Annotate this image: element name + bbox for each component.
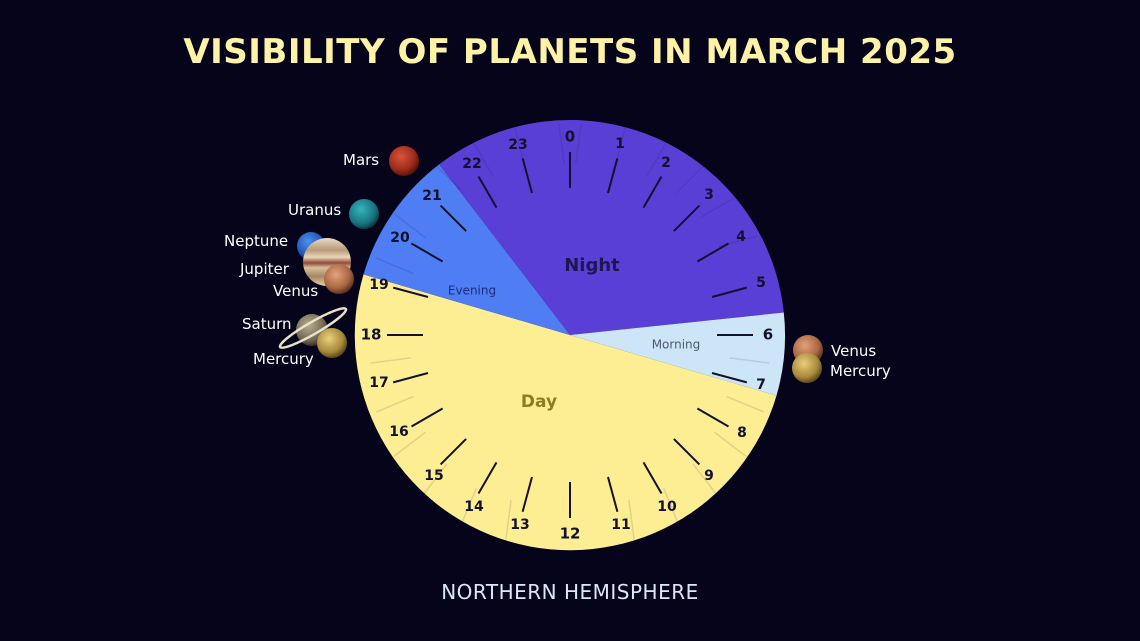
- hour-label-23: 23: [508, 137, 527, 153]
- sector-label-morning: Morning: [652, 338, 701, 352]
- sectors: [354, 119, 786, 551]
- hour-label-0: 0: [565, 128, 575, 146]
- hour-ticks: [387, 152, 753, 518]
- planet-label-uranus: Uranus: [288, 201, 342, 219]
- planet-label-neptune: Neptune: [224, 232, 289, 250]
- hour-label-10: 10: [657, 499, 677, 515]
- planet-label-venus-morning: Venus: [831, 342, 877, 360]
- sector-morning: [570, 312, 786, 396]
- hour-label-4: 4: [736, 229, 746, 245]
- sector-day: [354, 274, 777, 551]
- planet-label-saturn: Saturn: [242, 315, 292, 333]
- hour-label-13: 13: [510, 517, 529, 533]
- sector-night: [439, 119, 784, 335]
- hour-label-14: 14: [464, 499, 484, 515]
- sector-label-evening: Evening: [448, 284, 496, 298]
- hour-label-11: 11: [611, 517, 630, 533]
- mercury-evening-icon: [317, 328, 347, 358]
- planet-label-mercury-morning: Mercury: [830, 362, 891, 380]
- hour-label-5: 5: [756, 275, 766, 291]
- morning-planets: [792, 335, 823, 383]
- planet-label-mars: Mars: [343, 151, 380, 169]
- hour-label-8: 8: [737, 425, 747, 441]
- hour-label-6: 6: [763, 326, 773, 344]
- sector-label-night: Night: [564, 255, 620, 276]
- sector-label-day: Day: [521, 392, 557, 412]
- hour-label-3: 3: [704, 187, 714, 203]
- planet-label-mercury-evening: Mercury: [253, 350, 314, 368]
- mercury-morning-icon: [792, 353, 822, 383]
- hour-labels: 0 1 2 3 4 5 6 7 8 9 10 11 12 13 14 15 16…: [361, 128, 774, 543]
- hour-label-18: 18: [361, 326, 382, 344]
- sector-evening: [363, 164, 570, 335]
- hour-label-21: 21: [422, 188, 441, 204]
- hour-label-9: 9: [704, 468, 714, 484]
- hour-label-17: 17: [369, 375, 388, 391]
- hour-label-1: 1: [615, 136, 625, 152]
- hour-label-22: 22: [462, 156, 481, 172]
- hemisphere-subtitle: NORTHERN HEMISPHERE: [441, 580, 699, 604]
- hour-label-12: 12: [560, 525, 581, 543]
- hour-label-15: 15: [424, 468, 443, 484]
- mars-icon: [389, 146, 419, 176]
- venus-evening-icon: [324, 264, 354, 294]
- planet-label-jupiter: Jupiter: [240, 260, 289, 278]
- hour-label-7: 7: [756, 377, 766, 393]
- uranus-icon: [349, 199, 379, 229]
- hour-label-2: 2: [661, 155, 671, 171]
- hour-label-16: 16: [389, 424, 408, 440]
- hour-label-19: 19: [369, 277, 388, 293]
- planet-label-venus-evening: Venus: [273, 282, 319, 300]
- chart-title: VISIBILITY OF PLANETS IN MARCH 2025: [183, 32, 957, 72]
- evening-planets: [278, 146, 419, 358]
- hour-label-20: 20: [390, 230, 410, 246]
